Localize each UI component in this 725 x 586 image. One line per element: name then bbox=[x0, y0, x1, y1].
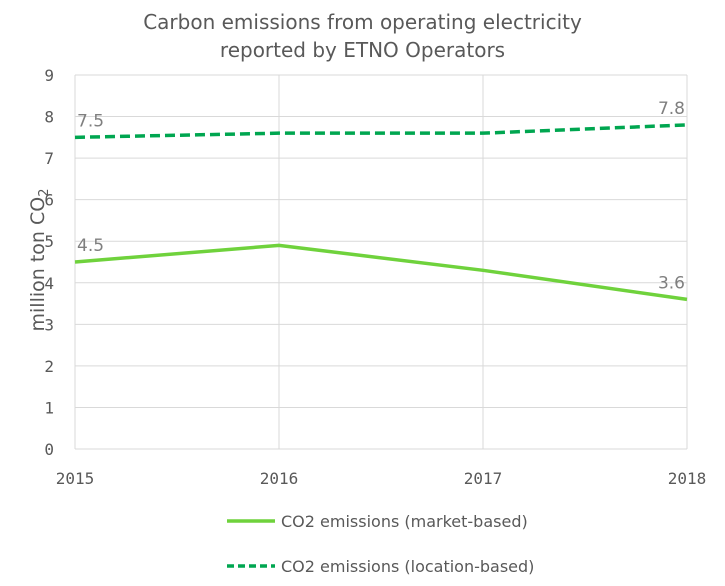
chart-title-line-1: Carbon emissions from operating electric… bbox=[143, 10, 582, 34]
chart-title: Carbon emissions from operating electric… bbox=[0, 8, 725, 64]
x-tick-label: 2015 bbox=[56, 469, 95, 488]
series-line-market-based bbox=[74, 243, 688, 302]
y-tick-label: 7 bbox=[44, 149, 54, 168]
data-label: 3.6 bbox=[658, 273, 685, 293]
data-label: 7.5 bbox=[77, 111, 104, 131]
y-tick-label: 2 bbox=[44, 357, 54, 376]
y-axis-ticks: 0 1 2 3 4 5 6 7 8 9 bbox=[44, 66, 54, 459]
x-axis-ticks: 2015 2016 2017 2018 bbox=[56, 469, 707, 488]
series-line-location-based bbox=[74, 123, 688, 140]
y-axis-label-subscript: 2 bbox=[37, 189, 52, 197]
series-layer bbox=[74, 123, 688, 302]
y-tick-label: 8 bbox=[44, 108, 54, 127]
y-tick-label: 0 bbox=[44, 440, 54, 459]
y-tick-label: 4 bbox=[44, 274, 54, 293]
legend-label: CO2 emissions (market-based) bbox=[281, 512, 528, 531]
x-tick-label: 2017 bbox=[464, 469, 503, 488]
y-tick-label: 9 bbox=[44, 66, 54, 85]
x-tick-label: 2016 bbox=[260, 469, 299, 488]
data-labels: 4.5 3.6 7.5 7.8 bbox=[77, 99, 685, 294]
y-tick-label: 1 bbox=[44, 398, 54, 417]
y-tick-label: 3 bbox=[44, 315, 54, 334]
y-axis-label: million ton CO2 bbox=[27, 189, 52, 332]
chart-title-line-2: reported by ETNO Operators bbox=[219, 38, 506, 62]
grid bbox=[74, 74, 688, 450]
y-tick-label: 6 bbox=[44, 191, 54, 210]
data-label: 4.5 bbox=[77, 236, 104, 256]
legend-label: CO2 emissions (location-based) bbox=[281, 557, 534, 576]
x-tick-label: 2018 bbox=[668, 469, 707, 488]
y-axis-label-text: million ton CO bbox=[27, 197, 49, 332]
legend: CO2 emissions (market-based) CO2 emission… bbox=[227, 512, 534, 576]
y-tick-label: 5 bbox=[44, 232, 54, 251]
data-label: 7.8 bbox=[658, 99, 685, 119]
